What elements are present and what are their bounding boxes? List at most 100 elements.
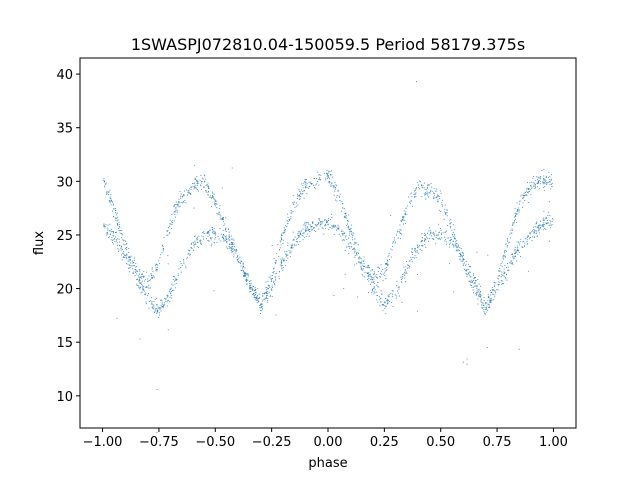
scatter-point bbox=[367, 267, 369, 269]
scatter-point bbox=[519, 201, 521, 203]
scatter-point bbox=[113, 230, 115, 232]
scatter-point bbox=[298, 188, 300, 190]
scatter-point bbox=[505, 278, 507, 280]
scatter-point bbox=[336, 229, 338, 231]
scatter-point bbox=[526, 182, 529, 184]
scatter-point bbox=[160, 254, 162, 256]
scatter-point bbox=[438, 209, 440, 211]
scatter-point bbox=[316, 178, 318, 180]
scatter-point bbox=[329, 171, 331, 173]
x-tick-label: 0.50 bbox=[426, 435, 455, 450]
scatter-point bbox=[116, 238, 118, 240]
scatter-point bbox=[385, 297, 387, 299]
scatter-point bbox=[530, 233, 532, 235]
scatter-point bbox=[439, 238, 441, 240]
scatter-point bbox=[157, 264, 159, 266]
scatter-point bbox=[301, 183, 303, 185]
scatter-point bbox=[417, 186, 420, 189]
scatter-point bbox=[399, 238, 401, 240]
scatter-point bbox=[304, 221, 306, 223]
scatter-point bbox=[125, 246, 127, 248]
scatter-point bbox=[502, 275, 504, 277]
scatter-point bbox=[291, 243, 293, 245]
scatter-point bbox=[453, 238, 455, 240]
scatter-point bbox=[167, 227, 170, 229]
scatter-point bbox=[453, 229, 455, 231]
scatter-point bbox=[169, 296, 171, 298]
scatter-point bbox=[476, 290, 478, 292]
scatter-point bbox=[204, 180, 206, 182]
scatter-point bbox=[536, 235, 538, 237]
scatter-point bbox=[109, 196, 111, 198]
scatter-point bbox=[167, 263, 169, 265]
scatter-point bbox=[115, 236, 117, 238]
scatter-point bbox=[187, 190, 189, 192]
scatter-point bbox=[510, 232, 512, 234]
scatter-point bbox=[304, 180, 306, 182]
scatter-point bbox=[406, 267, 409, 269]
scatter-point bbox=[148, 280, 150, 282]
scatter-point bbox=[333, 234, 335, 236]
scatter-point bbox=[378, 296, 380, 298]
scatter-point bbox=[497, 289, 499, 291]
scatter-point bbox=[518, 211, 520, 213]
scatter-point bbox=[230, 241, 232, 243]
scatter-point bbox=[336, 226, 338, 228]
scatter-point bbox=[171, 227, 173, 229]
scatter-point bbox=[216, 241, 218, 243]
scatter-point bbox=[151, 267, 153, 269]
scatter-point bbox=[167, 329, 169, 331]
scatter-point bbox=[547, 176, 550, 179]
scatter-point bbox=[350, 246, 352, 248]
scatter-point bbox=[290, 252, 292, 254]
scatter-point bbox=[396, 280, 398, 282]
scatter-point bbox=[148, 284, 150, 286]
scatter-point bbox=[440, 232, 443, 234]
scatter-point bbox=[217, 236, 219, 238]
scatter-point bbox=[150, 273, 152, 275]
scatter-point bbox=[542, 225, 544, 227]
scatter-point bbox=[334, 225, 337, 227]
scatter-point bbox=[279, 264, 281, 266]
scatter-point bbox=[446, 215, 448, 217]
scatter-point bbox=[223, 234, 225, 236]
scatter-point bbox=[246, 272, 248, 274]
scatter-point bbox=[397, 237, 399, 239]
scatter-point bbox=[384, 305, 386, 307]
scatter-point bbox=[315, 223, 317, 226]
scatter-point bbox=[115, 212, 117, 214]
scatter-point bbox=[264, 298, 266, 300]
scatter-point bbox=[416, 244, 418, 246]
scatter-point bbox=[393, 237, 395, 239]
scatter-point bbox=[279, 240, 281, 242]
scatter-point bbox=[405, 272, 407, 274]
scatter-point bbox=[261, 303, 263, 305]
scatter-point bbox=[219, 214, 221, 216]
scatter-point bbox=[271, 284, 273, 286]
scatter-point bbox=[410, 251, 413, 253]
scatter-point bbox=[116, 220, 118, 222]
scatter-point bbox=[506, 279, 508, 281]
scatter-point bbox=[161, 306, 163, 308]
scatter-point bbox=[312, 222, 314, 225]
scatter-point bbox=[488, 306, 490, 309]
scatter-point bbox=[549, 178, 551, 180]
scatter-point bbox=[302, 191, 304, 193]
scatter-point bbox=[264, 293, 266, 295]
scatter-point bbox=[115, 219, 117, 222]
scatter-point bbox=[418, 245, 421, 247]
scatter-point bbox=[166, 294, 168, 296]
scatter-point bbox=[188, 190, 190, 192]
scatter-point bbox=[275, 314, 277, 316]
scatter-point bbox=[214, 238, 216, 240]
scatter-point bbox=[208, 232, 210, 234]
scatter-point bbox=[435, 230, 437, 232]
scatter-point bbox=[371, 279, 373, 281]
scatter-point bbox=[228, 235, 230, 237]
scatter-point bbox=[514, 248, 516, 251]
scatter-point bbox=[331, 226, 333, 228]
scatter-point bbox=[259, 312, 261, 315]
scatter-point bbox=[433, 188, 435, 190]
scatter-point bbox=[360, 266, 362, 268]
scatter-point bbox=[188, 188, 191, 190]
